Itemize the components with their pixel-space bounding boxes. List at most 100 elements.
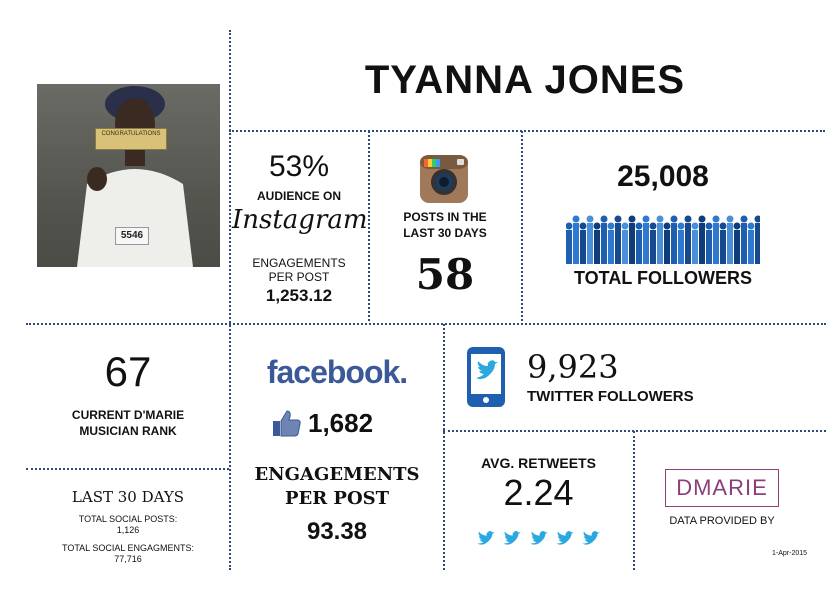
follower-figure <box>727 223 733 264</box>
musician-rank-label-2: MUSICIAN RANK <box>79 424 177 438</box>
divider-vertical-retweets <box>633 431 635 570</box>
instagram-icon <box>419 154 469 204</box>
facebook-likes: 1,682 <box>308 408 374 438</box>
fb-engagements-label-2: PER POST <box>284 488 390 509</box>
follower-head <box>719 222 727 230</box>
follower-head <box>649 222 657 230</box>
follower-head <box>656 215 664 223</box>
follower-head <box>586 215 594 223</box>
follower-figure <box>685 223 691 264</box>
last30-title: LAST 30 DAYS <box>71 488 185 506</box>
report-date: 1-Apr-2015 <box>772 550 808 557</box>
twitter-followers-label: TWITTER FOLLOWERS <box>527 388 694 405</box>
phone-twitter-icon <box>466 346 506 408</box>
follower-figure <box>594 230 600 264</box>
audience-label: AUDIENCE ON <box>256 189 341 203</box>
follower-figure <box>636 230 642 264</box>
divider-vertical-fb <box>443 324 445 570</box>
follower-head <box>712 215 720 223</box>
total-followers-label: TOTAL FOLLOWERS <box>574 268 752 288</box>
follower-figure <box>678 230 684 264</box>
posts-label-1: POSTS IN THE <box>403 210 487 224</box>
follower-figure <box>671 223 677 264</box>
twitter-bird-icon <box>476 530 495 545</box>
follower-figure <box>755 223 760 264</box>
follower-figure <box>699 223 705 264</box>
last30-engagements-label: TOTAL SOCIAL ENGAGMENTS: <box>61 543 195 553</box>
dmarie-logo: DMARIE <box>665 469 779 507</box>
follower-head <box>579 222 587 230</box>
follower-head <box>614 215 622 223</box>
ig-engagements-label-2: PER POST <box>268 270 330 284</box>
follower-head <box>691 222 699 230</box>
follower-head <box>684 215 692 223</box>
bib-number: 5546 <box>115 227 149 245</box>
divider-vertical-ig-2 <box>521 131 523 321</box>
page-title: TYANNA JONES <box>364 58 686 102</box>
follower-figure <box>734 230 740 264</box>
retweets-value: 2.24 <box>503 472 574 513</box>
follower-figure <box>706 230 712 264</box>
followers-crowd-graphic <box>566 215 760 264</box>
follower-head <box>670 215 678 223</box>
instagram-logo-text: Instagram <box>232 205 368 235</box>
follower-figure <box>657 223 663 264</box>
follower-figure <box>573 223 579 264</box>
follower-figure <box>566 230 572 264</box>
follower-head <box>600 215 608 223</box>
follower-figure <box>748 230 754 264</box>
divider-vertical-ig-1 <box>368 131 370 321</box>
facebook-logo: facebook. <box>266 354 408 390</box>
follower-figure <box>629 223 635 264</box>
musician-rank-label-1: CURRENT D'MARIE <box>71 408 185 422</box>
follower-head <box>754 215 760 223</box>
ig-engagements-value: 1,253.12 <box>265 286 333 305</box>
follower-figure <box>622 230 628 264</box>
divider-vertical-main <box>229 30 231 570</box>
follower-figure <box>615 223 621 264</box>
posts-value: 58 <box>415 250 475 299</box>
follower-head <box>663 222 671 230</box>
follower-figure <box>650 230 656 264</box>
follower-head <box>733 222 741 230</box>
twitter-bird-icon <box>582 530 601 545</box>
twitter-bird-icon <box>529 530 548 545</box>
follower-head <box>635 222 643 230</box>
follower-figure <box>720 230 726 264</box>
follower-figure <box>587 223 593 264</box>
follower-head <box>726 215 734 223</box>
audience-percent: 53% <box>268 150 330 183</box>
follower-head <box>628 215 636 223</box>
twitter-bird-icon <box>503 530 521 545</box>
total-followers-value: 25,008 <box>617 160 709 193</box>
follower-head <box>705 222 713 230</box>
data-provided-by-label: DATA PROVIDED BY <box>669 515 775 527</box>
ig-engagements-label-1: ENGAGEMENTS <box>252 256 346 270</box>
fb-engagements-value: 93.38 <box>306 518 368 545</box>
follower-head <box>698 215 706 223</box>
follower-head <box>747 222 755 230</box>
last30-posts-label: TOTAL SOCIAL POSTS: <box>78 514 178 524</box>
congratulations-sign: CONGRATULATIONS <box>95 128 167 150</box>
follower-head <box>607 222 615 230</box>
twitter-birds-row <box>445 530 632 551</box>
follower-figure <box>713 223 719 264</box>
follower-head <box>740 215 748 223</box>
retweets-label: AVG. RETWEETS <box>481 455 596 471</box>
follower-figure <box>643 223 649 264</box>
follower-figure <box>692 230 698 264</box>
twitter-bird-icon <box>556 530 574 545</box>
follower-figure <box>741 223 747 264</box>
musician-rank-value: 67 <box>104 348 152 395</box>
twitter-followers-value: 9,923 <box>527 348 619 386</box>
follower-head <box>572 215 580 223</box>
follower-head <box>566 222 573 230</box>
follower-figure <box>664 230 670 264</box>
follower-head <box>621 222 629 230</box>
divider-middle <box>26 323 826 325</box>
follower-figure <box>608 230 614 264</box>
last30-engagements-value: 77,716 <box>114 554 142 564</box>
follower-figure <box>601 223 607 264</box>
divider-top-stats <box>229 130 825 132</box>
follower-figure <box>580 230 586 264</box>
